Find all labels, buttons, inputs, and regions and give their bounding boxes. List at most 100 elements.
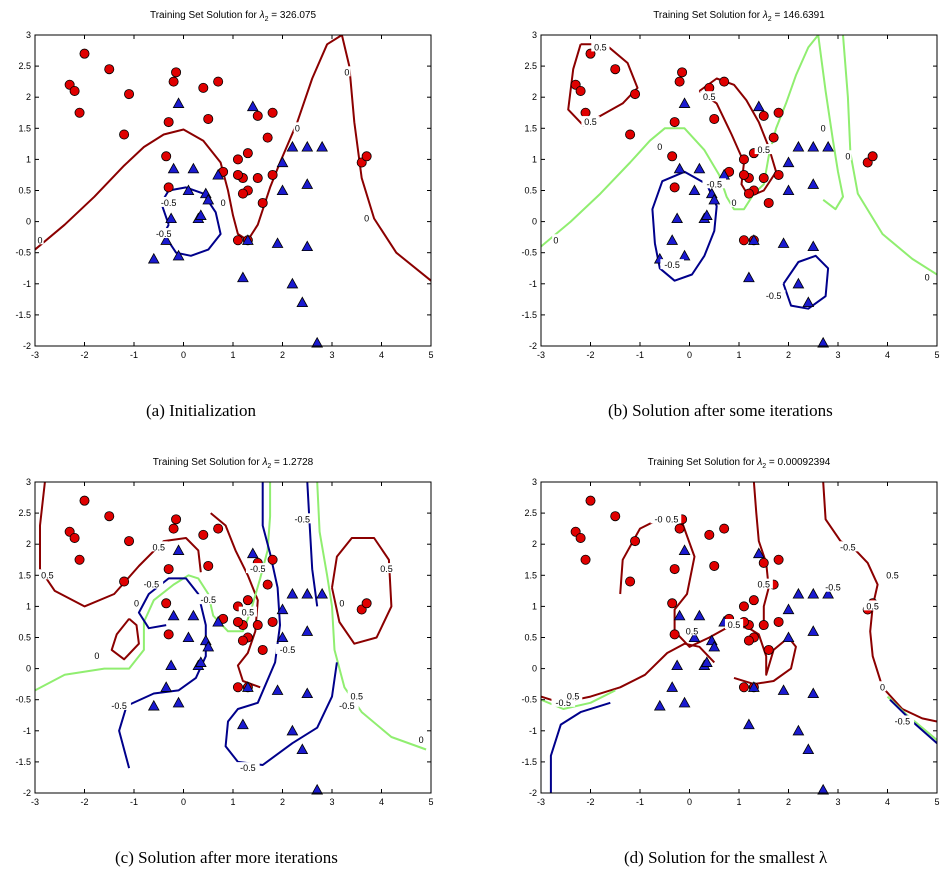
class-positive-point [748, 595, 759, 606]
class-negative-point [276, 156, 289, 168]
class-positive-point [257, 197, 268, 208]
class-negative-point [301, 587, 314, 599]
x-tick-label: 4 [379, 350, 384, 360]
y-tick-label: -0.5 [15, 248, 31, 258]
panel-2: Training Set Solution for λ2 = 146.63910… [521, 10, 939, 360]
y-tick-label: -2 [529, 788, 537, 798]
contour-label: 0 [94, 651, 99, 661]
x-tick-label: -1 [636, 797, 644, 807]
class-negative-point [708, 640, 721, 652]
contour-label: -0.5 [706, 179, 722, 189]
title-sub: 2 [762, 463, 766, 470]
contour-layer [35, 35, 431, 282]
title-prefix: Training Set Solution for [150, 10, 260, 21]
title-value: = 1.2728 [271, 457, 313, 468]
class-negative-point [276, 631, 289, 643]
x-tick-label: -2 [80, 797, 88, 807]
contour-label: 0 [880, 682, 885, 692]
class-positive-point [719, 76, 730, 87]
y-tick-label: 1.5 [524, 123, 537, 133]
contour-label-bg [591, 41, 610, 52]
class-negative-point [286, 724, 299, 736]
class-negative-point [172, 97, 185, 108]
class-positive-point [585, 495, 596, 506]
caption-d-text: Solution for the smallest λ [648, 848, 828, 867]
class-negative-point [653, 699, 666, 711]
panel-title: Training Set Solution for λ2 = 326.075 [150, 10, 316, 23]
class-positive-point [674, 523, 685, 534]
axes-box [34, 481, 432, 794]
class-negative-point [807, 587, 820, 599]
y-tick-label: 1 [532, 154, 537, 164]
class-negative-point [782, 603, 795, 615]
x-tick-label: 5 [428, 797, 433, 807]
contour-label: -0.5 [161, 198, 177, 208]
class-negative-point [296, 743, 309, 755]
class-negative-point [743, 718, 755, 730]
class-negative-point [673, 162, 686, 174]
title-lambda: λ [259, 10, 265, 21]
class-negative-point [693, 609, 706, 621]
y-tick-label: -1.5 [15, 757, 31, 767]
title-lambda: λ [756, 457, 762, 468]
y-tick-label: 1.5 [18, 123, 31, 133]
x-tick-label: -2 [586, 797, 594, 807]
y-tick-label: 0.5 [18, 186, 31, 196]
panel-title: Training Set Solution for λ2 = 1.2728 [153, 457, 314, 470]
contour-label-bg [275, 643, 300, 654]
contour-line [842, 35, 937, 276]
class-positive-point [124, 536, 135, 547]
class-negative-point [301, 140, 314, 152]
contour-label: -0.5 [280, 645, 296, 655]
contour-label-bg [139, 578, 164, 589]
class-negative-point [802, 296, 815, 308]
class-positive-point [773, 107, 784, 118]
contour-label-bg [819, 122, 827, 133]
y-tick-label: 1.5 [524, 570, 537, 580]
class-positive-point [669, 629, 680, 640]
contour-line [331, 537, 393, 645]
class-positive-point [719, 523, 730, 534]
x-tick-label: 2 [786, 797, 791, 807]
title-lambda: λ [261, 457, 267, 468]
class-negative-point [246, 547, 259, 559]
class-positive-point [163, 564, 174, 575]
caption-d: (d) Solution for the smallest λ [624, 848, 827, 868]
contour-line [306, 482, 319, 607]
x-tick-label: 1 [230, 797, 235, 807]
class-negative-point [673, 609, 686, 621]
class-positive-point [252, 110, 263, 121]
class-positive-point [738, 154, 749, 165]
class-negative-point [167, 609, 180, 621]
class-negative-point [237, 271, 249, 283]
contour-layer [541, 482, 937, 793]
contour-layer [541, 35, 937, 310]
y-tick-label: -1.5 [521, 310, 537, 320]
class-positive-point [674, 76, 685, 87]
y-tick-label: 2 [532, 539, 537, 549]
class-positive-point [198, 529, 209, 540]
caption-c-label: (c) [115, 848, 134, 867]
class-positive-point [867, 151, 878, 162]
class-positive-point [237, 188, 248, 199]
y-tick-label: 2 [26, 539, 31, 549]
class-negative-point [301, 178, 314, 189]
contour-label-bg [890, 715, 915, 726]
contour-label: -0.5 [339, 701, 355, 711]
class-negative-point [802, 743, 815, 755]
class-positive-point [704, 529, 715, 540]
contour-label: -0.5 [295, 514, 311, 524]
y-tick-label: -2 [529, 341, 537, 351]
title-prefix: Training Set Solution for [648, 457, 758, 468]
contour-label: 0.5 [703, 92, 716, 102]
class-negative-point [194, 209, 207, 220]
y-tick-label: 1 [532, 601, 537, 611]
class-negative-point [752, 100, 765, 112]
contour-label-bg [878, 681, 887, 692]
class-negative-point [708, 193, 721, 205]
class-positive-point [361, 151, 372, 162]
class-negative-point [212, 615, 225, 627]
contour-label: 0 [221, 198, 226, 208]
title-sub: 2 [265, 16, 269, 23]
class-negative-point [212, 168, 225, 180]
